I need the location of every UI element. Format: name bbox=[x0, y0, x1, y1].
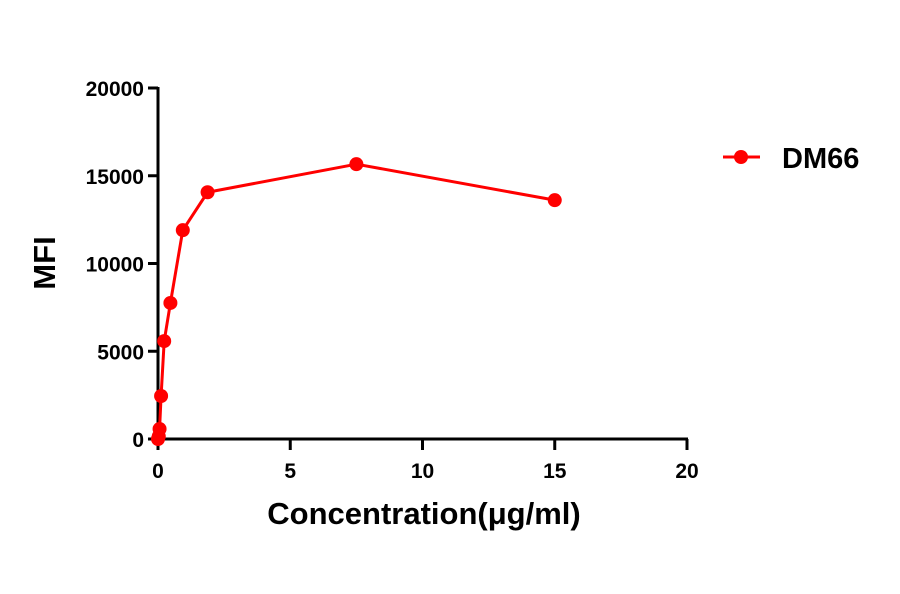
y-axis-title: MFI bbox=[27, 236, 62, 289]
x-tick-label: 15 bbox=[543, 460, 567, 483]
x-ticks: 0 5 10 15 20 bbox=[152, 439, 699, 483]
x-axis-title: Concentration(μg/ml) bbox=[267, 496, 580, 531]
data-point-marker bbox=[349, 157, 364, 172]
x-tick-label: 10 bbox=[411, 460, 434, 483]
legend-marker-icon bbox=[734, 150, 748, 164]
x-tick-label: 5 bbox=[284, 460, 296, 483]
y-tick-label: 20000 bbox=[86, 78, 144, 101]
data-point-marker bbox=[200, 185, 215, 200]
y-tick-label: 15000 bbox=[86, 166, 144, 189]
y-tick-label: 5000 bbox=[97, 341, 144, 364]
data-point-marker bbox=[154, 389, 169, 404]
data-point-marker bbox=[163, 295, 178, 310]
data-point-marker bbox=[175, 223, 190, 238]
x-tick-label: 20 bbox=[675, 460, 698, 483]
y-tick-label: 0 bbox=[132, 429, 144, 452]
data-point-marker bbox=[152, 421, 167, 436]
legend: DM66 bbox=[723, 143, 859, 175]
series-dm66 bbox=[151, 157, 562, 446]
x-tick-label: 0 bbox=[152, 460, 164, 483]
data-point-marker bbox=[547, 193, 562, 208]
series-line bbox=[156, 162, 556, 440]
axes: 0 5000 10000 15000 20000 0 5 10 15 20 bbox=[86, 78, 699, 483]
y-tick-label: 10000 bbox=[86, 254, 144, 277]
y-ticks: 0 5000 10000 15000 20000 bbox=[86, 78, 158, 452]
data-point-marker bbox=[157, 334, 172, 349]
legend-label: DM66 bbox=[782, 143, 859, 175]
